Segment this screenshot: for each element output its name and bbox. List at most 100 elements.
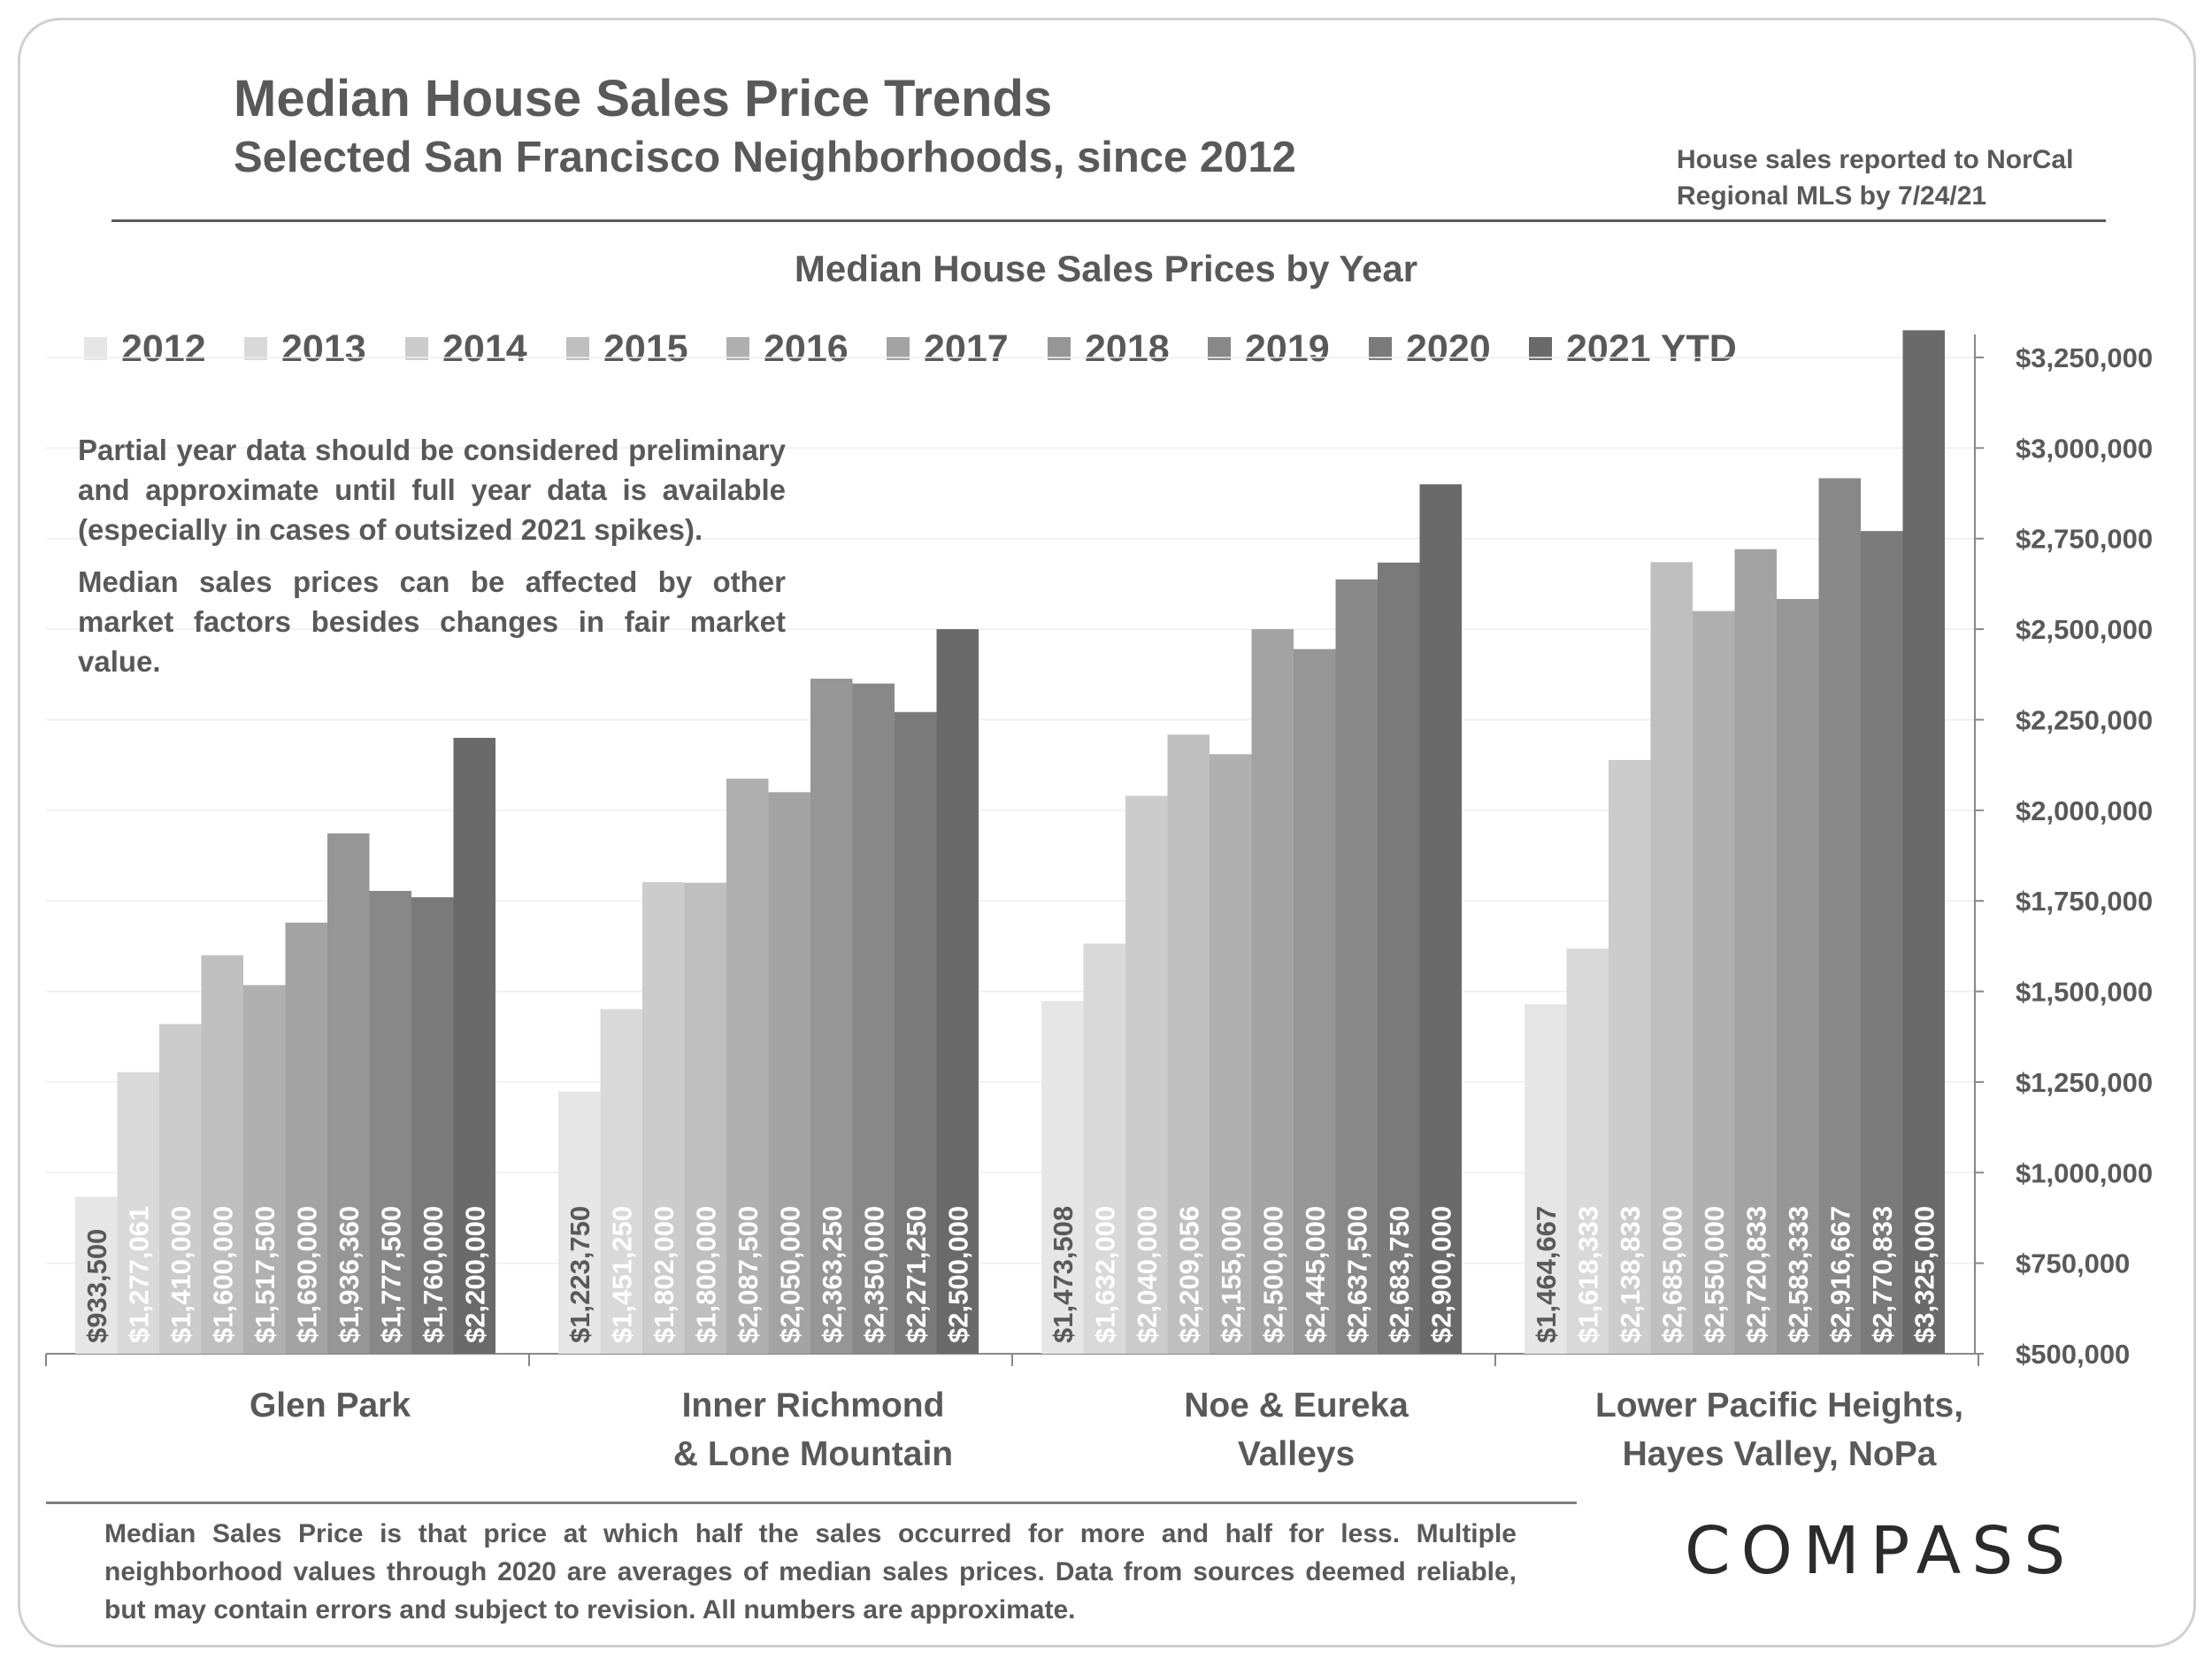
source-note-line-2: Regional MLS by 7/24/21 — [1677, 181, 1987, 211]
bar-value-label: $2,271,250 — [901, 1206, 932, 1343]
bar-chart: $500,000 $750,000 $1,000,000 $1,250,000 $1,5… — [45, 330, 2153, 1473]
bar-value-label: $2,500,000 — [942, 1206, 973, 1343]
y-tick-label: $2,250,000 — [2016, 704, 2153, 735]
y-tick-label: $3,000,000 — [2016, 433, 2153, 464]
legend-swatch — [1529, 337, 1552, 360]
bar — [684, 882, 726, 1354]
legend-swatch — [84, 337, 107, 360]
bar — [1902, 330, 1945, 1355]
bar — [600, 1009, 642, 1354]
y-tick-label: $2,750,000 — [2016, 524, 2153, 555]
bar-value-label: $1,517,500 — [250, 1206, 280, 1343]
x-category-label: Lower Pacific Heights, — [1595, 1386, 1963, 1425]
bar — [1609, 759, 1651, 1354]
footer-note: Median Sales Price is that price at whic… — [104, 1519, 1517, 1624]
bar — [1861, 531, 1903, 1354]
bar-value-label: $2,050,000 — [774, 1206, 805, 1343]
bar — [642, 881, 685, 1354]
bar — [1566, 949, 1609, 1354]
bar — [285, 922, 327, 1354]
bar-value-label: $2,583,333 — [1783, 1206, 1814, 1343]
bar — [558, 1091, 601, 1354]
bar-value-label: $2,363,250 — [817, 1206, 848, 1343]
source-note: House sales reported to NorCal Regional … — [1677, 142, 2137, 214]
legend-label: 2021 YTD — [1566, 327, 1737, 370]
bar — [1041, 1001, 1084, 1354]
bar — [1083, 943, 1125, 1354]
bar-value-label: $2,087,500 — [733, 1206, 764, 1343]
header-divider — [111, 219, 2106, 222]
compass-logo-text: COMPASS — [1685, 1513, 2077, 1589]
bar — [159, 1024, 202, 1354]
disclaimer-note: Partial year data should be considered p… — [78, 430, 786, 694]
bar — [453, 737, 495, 1354]
legend-swatch — [1208, 337, 1231, 360]
x-category-label: & Lone Mountain — [673, 1435, 953, 1473]
disclaimer-paragraph-2: Median sales prices can be affected by o… — [78, 565, 786, 678]
y-tick-label: $500,000 — [2016, 1339, 2130, 1370]
page-subtitle: Selected San Francisco Neighborhoods, si… — [234, 134, 1296, 181]
bar-value-label: $1,451,250 — [606, 1206, 637, 1343]
bar — [1650, 562, 1693, 1354]
bar-value-label: $1,410,000 — [165, 1206, 196, 1343]
bar — [1251, 629, 1294, 1354]
bar-value-label: $933,500 — [81, 1229, 112, 1343]
legend-swatch — [1048, 337, 1071, 360]
bar — [117, 1071, 159, 1354]
bar — [75, 1196, 118, 1354]
bar-value-label: $1,760,000 — [418, 1206, 449, 1343]
legend-swatch — [1369, 337, 1392, 360]
bar-value-label: $1,600,000 — [207, 1206, 238, 1343]
legend-label: 2017 — [924, 327, 1009, 370]
bar-value-label: $2,350,000 — [858, 1206, 889, 1343]
bar-value-label: $2,916,667 — [1824, 1206, 1855, 1343]
legend-label: 2018 — [1085, 327, 1170, 370]
bar — [895, 711, 937, 1354]
bar — [1335, 579, 1378, 1354]
bar — [936, 629, 979, 1354]
bar — [1525, 1004, 1567, 1354]
x-category-label: Noe & Eureka — [1184, 1386, 1409, 1425]
bar — [411, 897, 454, 1354]
disclaimer-paragraph-1: Partial year data should be considered p… — [78, 434, 786, 546]
bar — [768, 792, 810, 1354]
bar — [1294, 649, 1336, 1354]
page-title: Median House Sales Price Trends — [234, 70, 1053, 127]
bar-value-label: $2,155,000 — [1216, 1206, 1247, 1343]
legend-label: 2020 — [1406, 327, 1491, 370]
bar — [1167, 734, 1210, 1354]
y-tick-label: $1,500,000 — [2016, 977, 2153, 1008]
bar-value-label: $1,277,061 — [123, 1206, 154, 1343]
bar-value-label: $2,200,000 — [459, 1206, 490, 1343]
bar-value-label: $2,040,000 — [1132, 1206, 1163, 1343]
bar-value-label: $1,632,000 — [1089, 1206, 1120, 1343]
legend-swatch — [244, 337, 267, 360]
bar-value-label: $1,690,000 — [291, 1206, 322, 1343]
bar-value-label: $1,618,333 — [1572, 1206, 1603, 1343]
y-tick-label: $2,000,000 — [2016, 795, 2153, 826]
legend-swatch — [405, 337, 428, 360]
bar — [1419, 484, 1462, 1354]
bar-value-label: $1,777,500 — [375, 1206, 406, 1343]
bar — [243, 985, 286, 1354]
bar — [1378, 562, 1420, 1354]
bar — [327, 833, 370, 1354]
chart-title: Median House Sales Prices by Year — [794, 248, 1418, 289]
y-tick-label: $750,000 — [2016, 1248, 2130, 1279]
y-tick-label: $1,750,000 — [2016, 886, 2153, 917]
bar-value-label: $2,900,000 — [1425, 1206, 1456, 1343]
bar — [726, 778, 769, 1354]
bar-value-label: $2,683,750 — [1384, 1206, 1415, 1343]
y-tick-label: $2,500,000 — [2016, 614, 2153, 645]
bar — [1818, 478, 1861, 1354]
legend-swatch — [726, 337, 749, 360]
bar-value-label: $2,209,056 — [1173, 1206, 1204, 1343]
bar — [201, 955, 243, 1354]
bar-value-label: $2,637,500 — [1341, 1206, 1372, 1343]
legend-label: 2019 — [1245, 327, 1330, 370]
bar — [852, 683, 895, 1354]
bar — [810, 679, 853, 1354]
bar — [1777, 598, 1819, 1354]
bar — [1125, 795, 1168, 1354]
bar-value-label: $1,473,508 — [1048, 1206, 1079, 1343]
